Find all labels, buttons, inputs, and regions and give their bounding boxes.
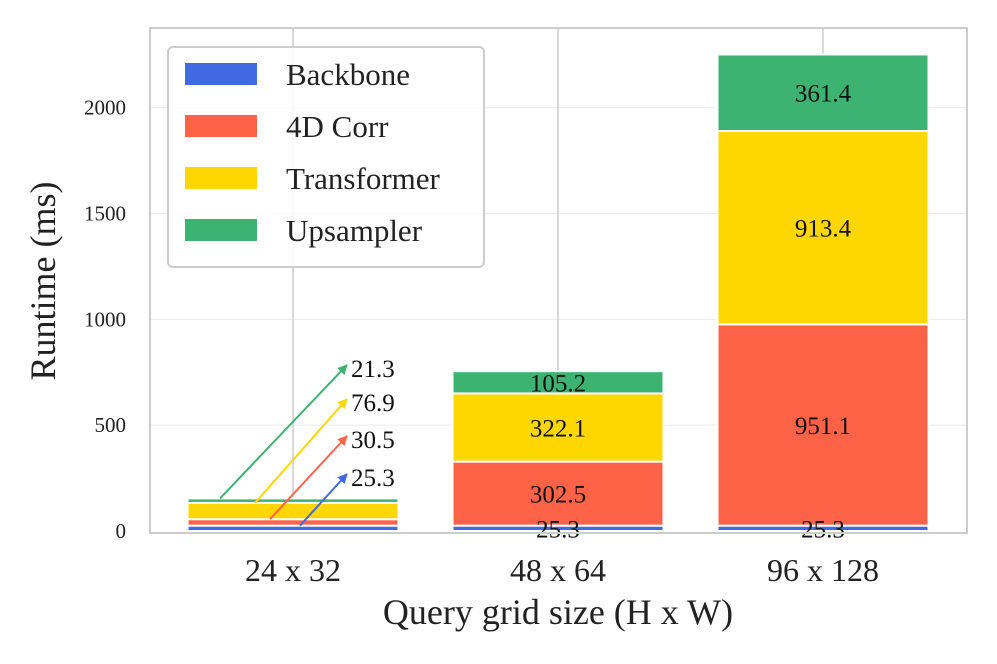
bar-transformer-48-x-64 [451, 392, 665, 463]
data-label-4d-corr-48-x-64: 302.5 [530, 482, 586, 509]
x-tick-label: 48 x 64 [510, 552, 606, 588]
legend-swatch-transformer [185, 167, 257, 189]
callout-label-backbone: 25.3 [351, 465, 395, 492]
callout-arrow-4d-corr [269, 435, 348, 520]
legend-label-4d-corr: 4D Corr [286, 109, 389, 144]
legend-swatch-backbone [185, 63, 257, 85]
legend-swatch-upsampler [185, 219, 257, 241]
x-tick-label: 96 x 128 [767, 552, 879, 588]
bar-upsampler-96-x-128 [716, 53, 930, 132]
data-label-4d-corr-96-x-128: 951.1 [795, 413, 851, 440]
callout-label-upsampler: 21.3 [351, 356, 395, 383]
bar-4d-corr-48-x-64 [451, 460, 665, 527]
callout-label-4d-corr: 30.5 [351, 427, 395, 454]
data-label-transformer-48-x-64: 322.1 [530, 416, 586, 443]
data-label-upsampler-48-x-64: 105.2 [530, 370, 586, 397]
data-labels: 25.3 302.5 322.1 105.2 25.3 951.1 913.4 361.4 [530, 81, 852, 544]
y-tick-label: 500 [95, 413, 127, 437]
callout-arrow-transformer [254, 398, 348, 504]
y-tick-label: 2000 [84, 96, 126, 120]
y-tick-label: 1000 [84, 307, 126, 331]
y-tick-label: 1500 [84, 201, 126, 225]
y-axis-ticks: 0 500 1000 1500 2000 [84, 96, 126, 543]
data-label-backbone-48-x-64: 25.3 [536, 516, 580, 543]
callout-arrow-backbone [299, 473, 348, 527]
bars [186, 53, 930, 533]
y-axis-title: Runtime (ms) [23, 182, 63, 381]
plot-frame [149, 27, 968, 534]
callout-annotations: 25.3 30.5 76.9 21.3 [219, 356, 395, 527]
legend-swatch-4d-corr [185, 115, 257, 137]
callout-label-transformer: 76.9 [351, 390, 395, 417]
legend-box [167, 46, 485, 268]
data-label-backbone-96-x-128: 25.3 [801, 516, 845, 543]
bar-upsampler-48-x-64 [451, 370, 665, 395]
bar-transformer-24-x-32 [186, 501, 400, 521]
x-axis-title: Query grid size (H x W) [383, 592, 733, 632]
data-label-transformer-96-x-128: 913.4 [795, 216, 852, 243]
legend-label-upsampler: Upsampler [286, 213, 423, 248]
legend-label-transformer: Transformer [286, 161, 441, 196]
data-label-upsampler-96-x-128: 361.4 [795, 81, 852, 108]
bar-upsampler-24-x-32 [186, 497, 400, 504]
bar-transformer-96-x-128 [716, 129, 930, 326]
y-tick-label: 0 [116, 519, 127, 543]
callout-arrow-upsampler [219, 364, 348, 500]
legend: Backbone 4D Corr Transformer Upsampler [167, 46, 485, 268]
x-axis-ticks: 24 x 32 48 x 64 96 x 128 [245, 552, 879, 588]
x-tick-label: 24 x 32 [245, 552, 341, 588]
legend-label-backbone: Backbone [286, 57, 410, 92]
bar-4d-corr-96-x-128 [716, 323, 930, 527]
